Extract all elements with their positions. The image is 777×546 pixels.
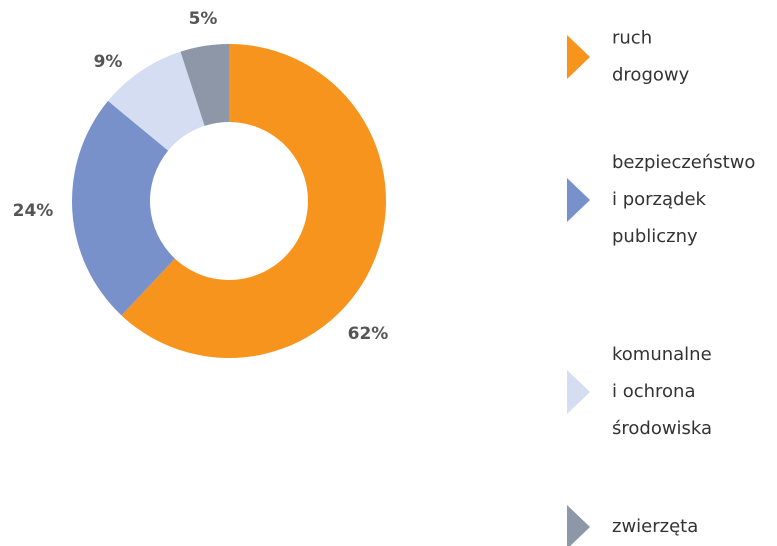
- value-label: 9%: [94, 52, 123, 72]
- legend-label: i porządek: [612, 189, 707, 210]
- donut-slice: [72, 100, 175, 316]
- legend-label: ruch: [612, 28, 652, 49]
- legend-label: publiczny: [612, 226, 698, 247]
- value-label: 24%: [13, 201, 54, 221]
- legend-label: bezpieczeństwo: [612, 152, 755, 173]
- legend-label: drogowy: [612, 65, 690, 86]
- legend-label: i ochrona: [612, 381, 696, 402]
- legend-label: komunalne: [612, 344, 712, 365]
- value-label: 5%: [189, 9, 218, 29]
- legend-marker: [567, 35, 590, 79]
- donut-slice: [180, 44, 229, 126]
- legend-marker: [567, 505, 590, 546]
- donut-slice: [121, 44, 386, 359]
- donut-slice: [108, 51, 205, 151]
- legend-label: środowiska: [612, 418, 712, 439]
- value-label: 62%: [348, 324, 389, 344]
- legend-marker: [567, 178, 590, 222]
- legend-marker: [567, 370, 590, 414]
- legend-label: zwierzęta: [612, 516, 698, 537]
